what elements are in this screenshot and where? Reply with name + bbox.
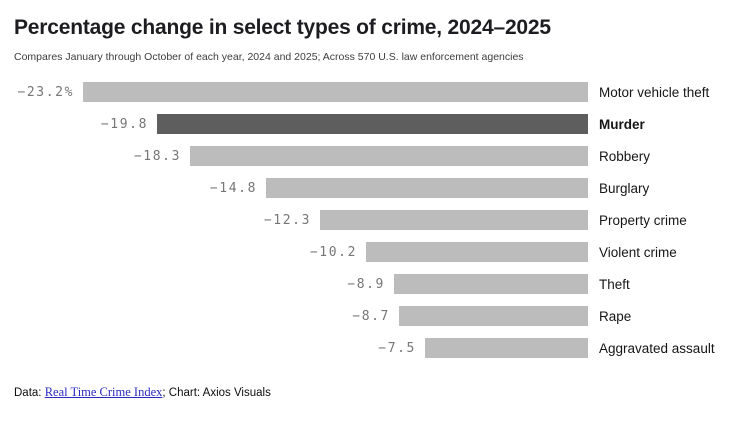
category-label: Murder bbox=[599, 116, 645, 132]
bar-value-label: −12.3 bbox=[263, 212, 311, 228]
chart-title: Percentage change in select types of cri… bbox=[14, 16, 551, 39]
source-prefix: Data: bbox=[14, 387, 45, 399]
chart-row: −12.3 Property crime bbox=[0, 204, 734, 236]
category-label: Motor vehicle theft bbox=[599, 84, 710, 100]
bar bbox=[266, 178, 588, 198]
bar-area: −8.9 bbox=[0, 274, 588, 294]
category-label: Theft bbox=[599, 276, 630, 292]
bar-value-label: −19.8 bbox=[100, 116, 148, 132]
bar-value-label: −14.8 bbox=[209, 180, 257, 196]
bar-area: −23.2% bbox=[0, 82, 588, 102]
chart-row: −14.8 Burglary bbox=[0, 172, 734, 204]
bar bbox=[394, 274, 588, 294]
source-suffix: ; Chart: Axios Visuals bbox=[162, 387, 271, 399]
chart-row: −7.5 Aggravated assault bbox=[0, 332, 734, 364]
source-line: Data: Real Time Crime Index; Chart: Axio… bbox=[14, 385, 720, 400]
bar-value-label: −10.2 bbox=[309, 244, 357, 260]
category-label: Violent crime bbox=[599, 244, 677, 260]
bar-chart: −23.2% Motor vehicle theft −19.8 Murder −18.… bbox=[0, 76, 734, 364]
chart-row: −10.2 Violent crime bbox=[0, 236, 734, 268]
bar bbox=[366, 242, 588, 262]
bar-area: −18.3 bbox=[0, 146, 588, 166]
bar bbox=[190, 146, 588, 166]
bar-highlighted bbox=[157, 114, 588, 134]
chart-row: −23.2% Motor vehicle theft bbox=[0, 76, 734, 108]
bar bbox=[320, 210, 588, 230]
category-label: Robbery bbox=[599, 148, 651, 164]
bar-area: −12.3 bbox=[0, 210, 588, 230]
bar-value-label: −8.7 bbox=[352, 308, 390, 324]
bar-value-label: −18.3 bbox=[133, 148, 181, 164]
bar bbox=[425, 338, 588, 358]
category-label: Aggravated assault bbox=[599, 340, 715, 356]
category-label: Burglary bbox=[599, 180, 650, 196]
bar-area: −14.8 bbox=[0, 178, 588, 198]
chart-row: −8.7 Rape bbox=[0, 300, 734, 332]
bar-value-label: −7.5 bbox=[378, 340, 416, 356]
bar-value-label: −8.9 bbox=[347, 276, 385, 292]
source-link[interactable]: Real Time Crime Index bbox=[44, 385, 163, 399]
chart-row: −19.8 Murder bbox=[0, 108, 734, 140]
category-label: Property crime bbox=[599, 212, 687, 228]
chart-subtitle: Compares January through October of each… bbox=[14, 51, 524, 63]
bar-area: −10.2 bbox=[0, 242, 588, 262]
chart-row: −8.9 Theft bbox=[0, 268, 734, 300]
bar-area: −8.7 bbox=[0, 306, 588, 326]
bar-area: −19.8 bbox=[0, 114, 588, 134]
chart-card: Percentage change in select types of cri… bbox=[0, 16, 734, 431]
bar bbox=[83, 82, 588, 102]
bar-area: −7.5 bbox=[0, 338, 588, 358]
bar-value-label: −23.2% bbox=[17, 84, 74, 100]
chart-row: −18.3 Robbery bbox=[0, 140, 734, 172]
category-label: Rape bbox=[599, 308, 632, 324]
bar bbox=[399, 306, 588, 326]
